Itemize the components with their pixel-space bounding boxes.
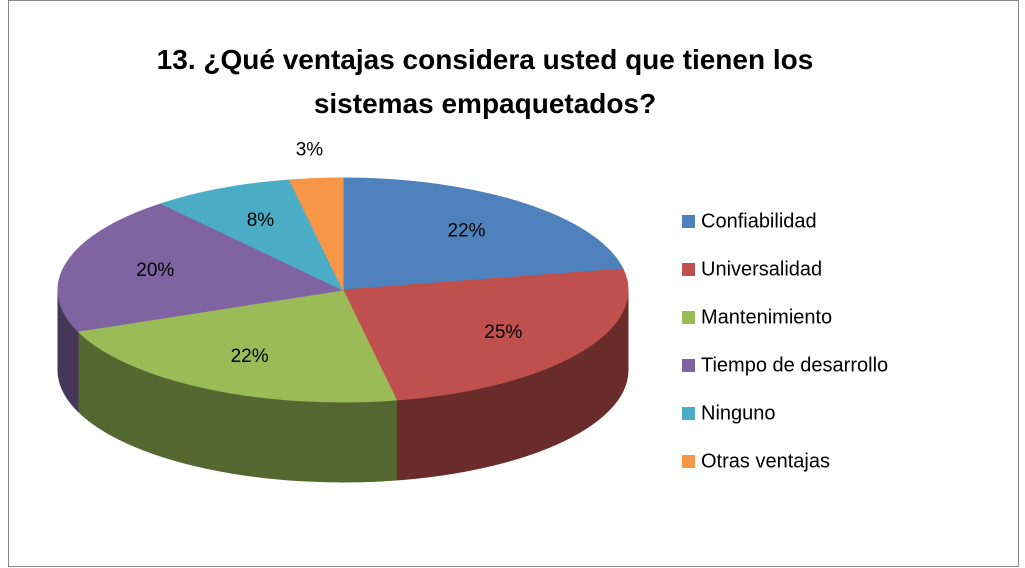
legend-label: Otras ventajas	[701, 450, 830, 472]
slice	[342, 177, 624, 291]
legend-label: Tiempo de desarrollo	[701, 354, 888, 376]
data-label: 8%	[247, 210, 275, 231]
legend-label: Confiabilidad	[701, 210, 817, 232]
data-label: 22%	[231, 346, 269, 367]
legend-label: Mantenimiento	[701, 306, 832, 328]
legend-swatch	[682, 215, 695, 228]
data-label: 25%	[484, 322, 522, 343]
slice	[159, 179, 345, 292]
legend-swatch	[682, 359, 695, 372]
chart-title: 13. ¿Qué ventajas considera usted que ti…	[156, 44, 814, 119]
legend-swatch	[682, 263, 695, 276]
slice	[342, 268, 629, 401]
slice	[288, 177, 344, 291]
legend-swatch	[682, 455, 695, 468]
legend-swatch	[682, 311, 695, 324]
slice	[76, 289, 398, 403]
data-label: 20%	[136, 260, 174, 281]
legend-label: Ninguno	[701, 402, 776, 424]
slice	[57, 203, 345, 332]
legend-swatch	[682, 407, 695, 420]
data-label: 3%	[296, 140, 324, 161]
legend-label: Universalidad	[701, 258, 822, 280]
data-label: 22%	[448, 220, 486, 241]
